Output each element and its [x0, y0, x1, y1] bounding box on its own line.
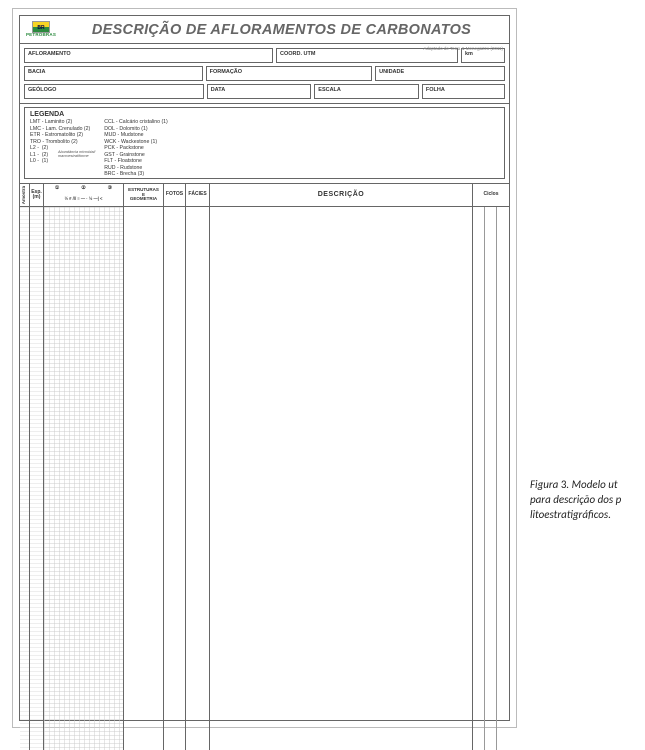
field-folha: FOLHA — [422, 84, 505, 99]
legenda-title: LEGENDA — [30, 111, 499, 118]
field-geologo: GEÓLOGO — [24, 84, 204, 99]
field-unidade: UNIDADE — [375, 66, 505, 81]
grain-icon-1: ① — [55, 186, 59, 192]
col-ciclos — [473, 207, 509, 750]
col-descricao — [210, 207, 473, 750]
field-afloramento: AFLORAMENTO — [24, 48, 273, 63]
legenda-box: LEGENDA LMT - Laminito (2) LMC - Lam. Cr… — [24, 107, 505, 179]
colhead-grainsize: ① ② ③ ½ # /// ≡ — · ½ —| < — [44, 184, 124, 206]
colhead-estruturas: ESTRUTURAS E GEOMETRIA — [124, 184, 164, 206]
field-data: DATA — [207, 84, 312, 99]
column-header-row: Amostra Esp. (m) ① ② ③ ½ # /// ≡ — · ½ —… — [20, 183, 509, 207]
form-sheet: BR PETROBRAS DESCRIÇÃO DE AFLORAMENTOS D… — [12, 8, 517, 728]
col-facies — [186, 207, 210, 750]
col-amostra — [20, 207, 30, 750]
colhead-amostra: Amostra — [20, 184, 30, 206]
colhead-facies: FÁCIES — [186, 184, 210, 206]
colhead-fotos: FOTOS — [164, 184, 186, 206]
colhead-esp: Esp. (m) — [30, 184, 44, 206]
col-esp — [30, 207, 44, 750]
col-grainsize — [44, 207, 124, 750]
form-inner: BR PETROBRAS DESCRIÇÃO DE AFLORAMENTOS D… — [19, 15, 510, 721]
field-bacia: BACIA — [24, 66, 203, 81]
attribution-text: Adaptado de Terra & Menegazzo (2011) — [423, 46, 503, 51]
grain-icon-2: ② — [81, 186, 85, 192]
figure-caption: Figura 3. Modelo ut para descrição dos p… — [530, 478, 640, 523]
logo-company: PETROBRAS — [26, 33, 56, 38]
grain-tick-labels: ½ # /// ≡ — · ½ —| < — [44, 193, 123, 206]
info-fields: AFLORAMENTO COORD. UTM km BACIA FORMAÇÃO… — [20, 44, 509, 104]
col-estruturas — [124, 207, 164, 750]
col-fotos — [164, 207, 186, 750]
field-escala: ESCALA — [314, 84, 419, 99]
header-row: BR PETROBRAS DESCRIÇÃO DE AFLORAMENTOS D… — [20, 16, 509, 44]
form-title: DESCRIÇÃO DE AFLORAMENTOS DE CARBONATOS — [58, 22, 505, 38]
grain-icon-3: ③ — [108, 186, 112, 192]
legenda-note: Abundância microbial/ macroestratiforme — [58, 150, 98, 158]
legenda-col1: LMT - Laminito (2) LMC - Lam. Crenulado … — [30, 119, 90, 178]
field-formacao: FORMAÇÃO — [206, 66, 372, 81]
legenda-col2: CCL - Calcário cristalino (1) DOL - Dolo… — [104, 119, 168, 178]
colhead-descricao: DESCRIÇÃO — [210, 184, 473, 206]
colhead-ciclos: Ciclos — [473, 184, 509, 206]
body-grid — [20, 207, 509, 750]
petrobras-logo: BR PETROBRAS — [24, 21, 58, 38]
caption-prefix: Figura — [530, 478, 561, 491]
